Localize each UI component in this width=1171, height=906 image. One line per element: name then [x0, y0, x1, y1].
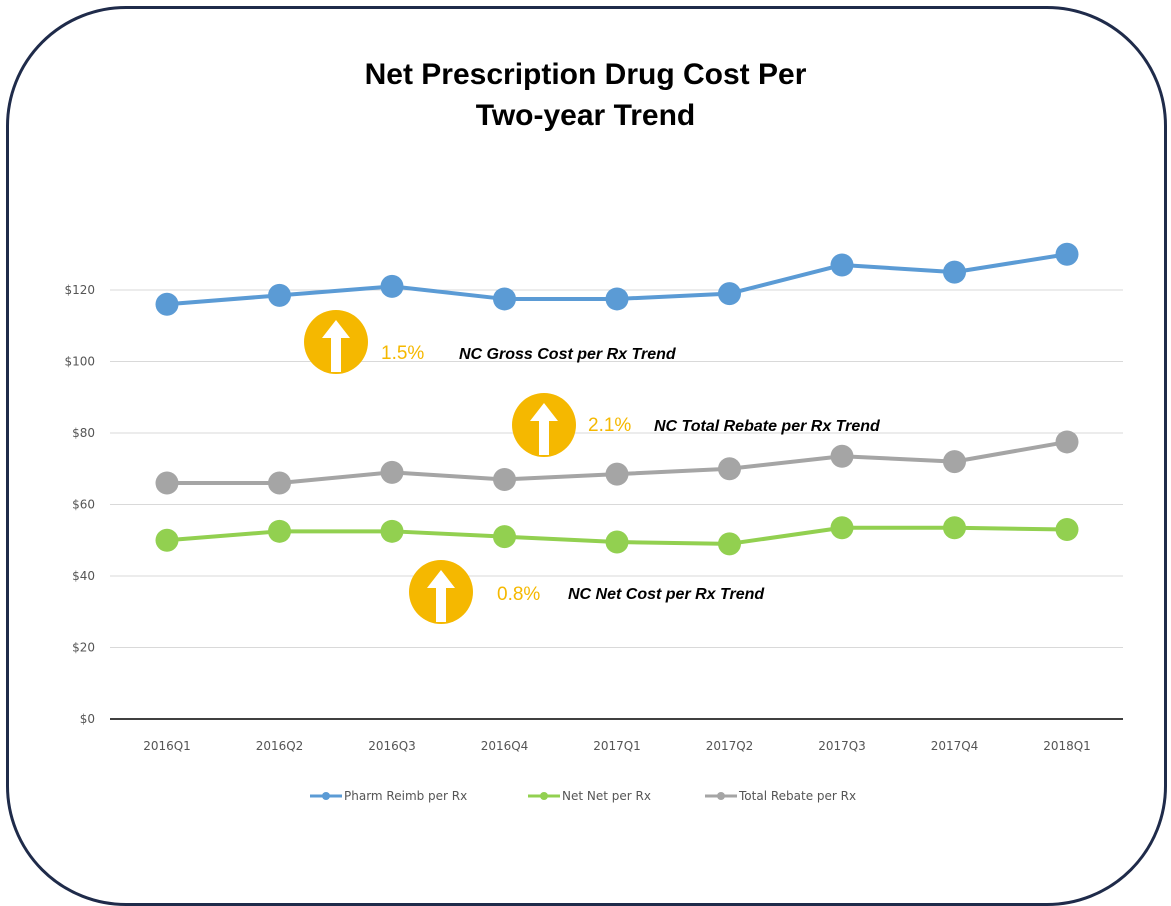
data-point [718, 457, 741, 481]
chart-title-line2: Two-year Trend [475, 99, 696, 132]
legend-item: Pharm Reimb per Rx [310, 789, 467, 803]
y-axis-tick-labels: $0 $20 $40 $60 $80 $100 $120 [64, 283, 95, 726]
x-tick-label: 2017Q2 [706, 739, 754, 753]
y-tick-label: $0 [80, 712, 95, 726]
trend-percent: 2.1% [588, 415, 631, 436]
trend-label: NC Gross Cost per Rx Trend [459, 346, 677, 363]
x-tick-label: 2016Q4 [481, 739, 529, 753]
series-net-net-per-rx [155, 516, 1079, 556]
data-point [605, 462, 629, 486]
data-point [493, 525, 516, 549]
x-tick-label: 2017Q1 [593, 739, 641, 753]
legend-marker [540, 792, 548, 800]
chart-frame [6, 6, 1167, 906]
data-point [1055, 242, 1079, 266]
series-lines [155, 242, 1079, 556]
trend-annotation: 1.5% NC Gross Cost per Rx Trend [304, 310, 677, 374]
x-tick-label: 2018Q1 [1043, 739, 1091, 753]
data-point [943, 450, 966, 474]
data-point [268, 283, 291, 307]
trend-percent: 1.5% [381, 343, 424, 364]
chart-title-line1: Net Prescription Drug Cost Per [364, 58, 807, 91]
data-point [493, 287, 516, 311]
data-point [493, 467, 516, 491]
y-tick-label: $20 [72, 641, 95, 655]
up-arrow-circle-icon [409, 560, 473, 624]
data-point [1055, 430, 1079, 454]
legend-marker [717, 792, 725, 800]
data-point [830, 253, 854, 277]
x-tick-label: 2016Q3 [368, 739, 416, 753]
x-tick-label: 2016Q1 [143, 739, 191, 753]
x-tick-label: 2017Q3 [818, 739, 866, 753]
legend-label: Pharm Reimb per Rx [344, 789, 467, 803]
y-tick-label: $80 [72, 426, 95, 440]
y-tick-label: $60 [72, 498, 95, 512]
data-point [830, 516, 854, 540]
data-point [943, 516, 966, 540]
trend-annotation: 0.8% NC Net Cost per Rx Trend [409, 560, 765, 624]
data-point [718, 532, 741, 556]
x-tick-label: 2016Q2 [256, 739, 304, 753]
legend-label: Total Rebate per Rx [738, 789, 856, 803]
y-tick-label: $40 [72, 569, 95, 583]
data-point [380, 519, 404, 543]
up-arrow-shape [427, 570, 455, 622]
up-arrow-circle-icon [304, 310, 368, 374]
trend-label: NC Total Rebate per Rx Trend [654, 418, 881, 435]
line-chart: $0$20$40$60$80$100$120 2016Q1 2016Q2 2016Q… [64, 242, 1123, 803]
legend-item: Total Rebate per Rx [705, 789, 856, 803]
trend-percent: 0.8% [497, 584, 540, 605]
data-point [605, 530, 629, 554]
x-axis-tick-labels: 2016Q1 2016Q2 2016Q3 2016Q4 2017Q1 2017Q2 2017… [143, 739, 1091, 753]
data-point [605, 287, 629, 311]
data-point [155, 292, 179, 316]
up-arrow-shape [322, 320, 350, 372]
trend-annotation: 2.1% NC Total Rebate per Rx Trend [512, 393, 881, 457]
data-point [268, 471, 291, 495]
data-point [943, 260, 966, 284]
data-point [380, 460, 404, 484]
legend-label: Net Net per Rx [562, 789, 651, 803]
data-point [155, 471, 179, 495]
series-pharm-reimb-per-rx [155, 242, 1079, 316]
x-tick-label: 2017Q4 [931, 739, 979, 753]
up-arrow-shape [530, 403, 558, 455]
data-point [268, 519, 291, 543]
trend-annotations: 1.5% NC Gross Cost per Rx Trend 2.1% NC Tot… [304, 310, 881, 624]
legend-marker [322, 792, 330, 800]
trend-label: NC Net Cost per Rx Trend [568, 586, 765, 603]
data-point [830, 444, 854, 468]
y-tick-label: $100 [64, 355, 95, 369]
data-point [1055, 518, 1079, 542]
up-arrow-circle-icon [512, 393, 576, 457]
legend-item: Net Net per Rx [528, 789, 651, 803]
data-point [155, 528, 179, 552]
data-point [380, 274, 404, 298]
legend: Pharm Reimb per Rx Net Net per Rx Total Re… [310, 789, 856, 803]
series-total-rebate-per-rx [155, 430, 1079, 495]
y-tick-label: $120 [64, 283, 95, 297]
data-point [718, 282, 741, 306]
